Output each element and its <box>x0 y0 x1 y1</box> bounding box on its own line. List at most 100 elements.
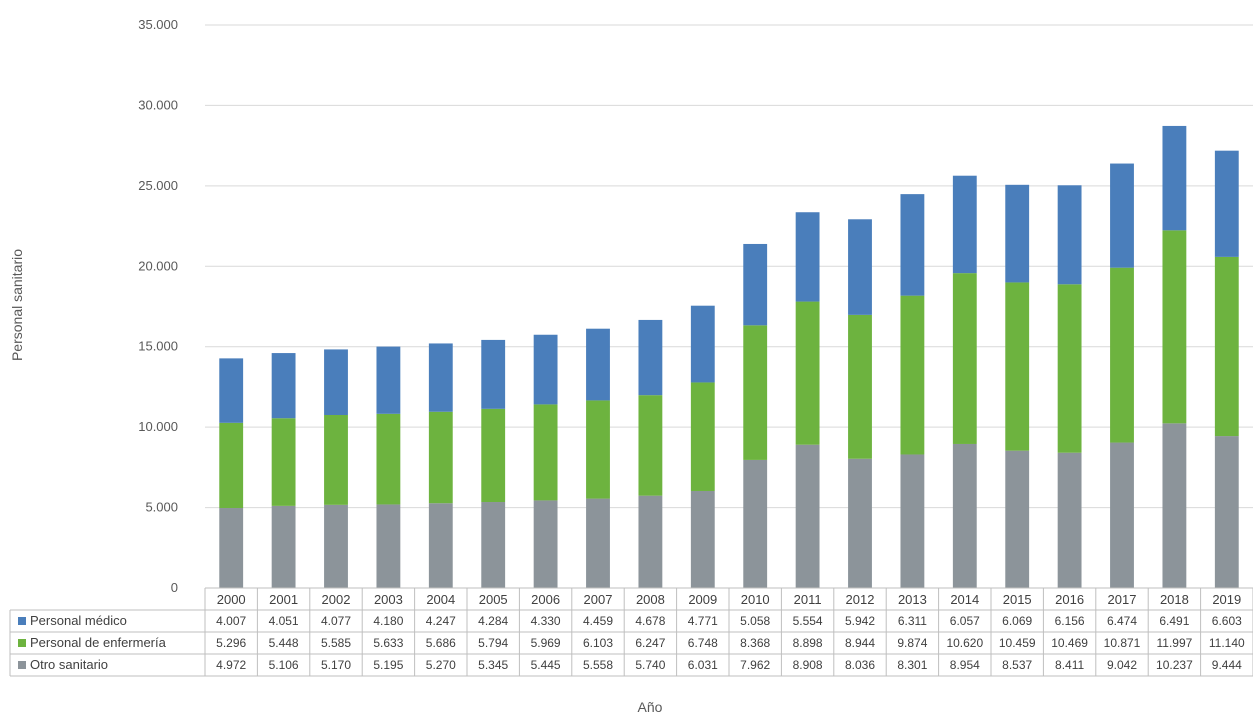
y-tick-label: 30.000 <box>138 97 178 112</box>
x-tick-label: 2000 <box>217 592 246 607</box>
bar-segment <box>533 404 558 501</box>
data-label: 5.448 <box>269 636 299 650</box>
bar-segment <box>219 358 244 423</box>
bar-segment <box>1162 125 1187 231</box>
bar-segment <box>1214 256 1239 437</box>
bar-segment <box>1057 185 1082 285</box>
data-label: 6.748 <box>688 636 718 650</box>
bar-segment <box>690 382 715 491</box>
data-label: 8.301 <box>897 658 927 672</box>
bar-segment <box>271 353 296 419</box>
x-tick-label: 2009 <box>688 592 717 607</box>
legend-label: Otro sanitario <box>30 657 108 672</box>
bar-segment <box>848 458 872 588</box>
data-label: 5.740 <box>635 658 665 672</box>
bar-segment <box>428 343 453 412</box>
bar-segment <box>324 504 348 588</box>
bar-segment <box>533 334 558 405</box>
legend-key <box>18 617 26 625</box>
bar-segment <box>481 339 506 409</box>
x-tick-label: 2007 <box>584 592 613 607</box>
data-label: 5.106 <box>269 658 299 672</box>
bar-segment <box>795 212 820 302</box>
y-tick-label: 15.000 <box>138 339 178 354</box>
bar-segment <box>638 319 663 396</box>
data-label: 4.247 <box>426 614 456 628</box>
bar-segment <box>1110 442 1134 588</box>
data-label: 5.633 <box>373 636 403 650</box>
data-label: 11.140 <box>1209 636 1245 650</box>
data-label: 5.794 <box>478 636 508 650</box>
y-axis-tick-labels: 0 5.000 10.000 15.000 20.000 25.000 30.000 35.0… <box>138 17 178 595</box>
y-tick-label: 35.000 <box>138 17 178 32</box>
bar-segment <box>219 422 244 509</box>
bar-segment <box>1110 163 1134 268</box>
data-label: 5.969 <box>531 636 561 650</box>
x-tick-label: 2012 <box>846 592 875 607</box>
data-label: 5.058 <box>740 614 770 628</box>
x-tick-label: 2018 <box>1160 592 1189 607</box>
data-label: 10.620 <box>946 636 983 650</box>
bar-segment <box>1214 150 1239 257</box>
data-label: 10.237 <box>1156 658 1193 672</box>
data-label: 4.051 <box>269 614 299 628</box>
legend-label: Personal de enfermería <box>30 635 167 650</box>
x-tick-label: 2008 <box>636 592 665 607</box>
data-label: 10.469 <box>1051 636 1088 650</box>
legend-label: Personal médico <box>30 613 127 628</box>
y-tick-label: 5.000 <box>145 500 178 515</box>
bar-segment <box>428 503 453 588</box>
x-tick-label: 2005 <box>479 592 508 607</box>
data-label: 5.554 <box>793 614 823 628</box>
data-label: 5.296 <box>216 636 246 650</box>
bar-segment <box>952 273 977 444</box>
bar-segment <box>1214 436 1239 588</box>
data-label: 4.007 <box>216 614 246 628</box>
bar-segment <box>586 328 610 401</box>
data-label: 4.330 <box>531 614 561 628</box>
data-label: 4.180 <box>373 614 403 628</box>
bar-segment <box>1057 284 1082 453</box>
bar-segment <box>376 413 401 505</box>
data-label: 6.103 <box>583 636 613 650</box>
bar-segment <box>1057 452 1082 588</box>
bar-segment <box>848 314 872 459</box>
data-label: 4.284 <box>478 614 508 628</box>
bar-segment <box>271 418 296 506</box>
data-label: 9.444 <box>1212 658 1242 672</box>
data-label: 8.537 <box>1002 658 1032 672</box>
data-label: 6.491 <box>1159 614 1189 628</box>
bar-segment <box>952 443 977 588</box>
bar-segment <box>586 498 610 588</box>
bar-segment <box>900 194 925 296</box>
data-label: 6.474 <box>1107 614 1137 628</box>
data-label: 5.195 <box>373 658 403 672</box>
data-label: 5.585 <box>321 636 351 650</box>
data-label: 10.871 <box>1104 636 1141 650</box>
x-tick-label: 2011 <box>794 592 822 607</box>
data-label: 8.954 <box>950 658 980 672</box>
bar-segment <box>1162 230 1187 424</box>
x-tick-label: 2002 <box>322 592 351 607</box>
bar-segment <box>376 346 401 414</box>
data-label: 9.874 <box>897 636 927 650</box>
data-label: 4.077 <box>321 614 351 628</box>
legend-key <box>18 639 26 647</box>
y-tick-label: 25.000 <box>138 178 178 193</box>
data-label: 7.962 <box>740 658 770 672</box>
data-label: 5.170 <box>321 658 351 672</box>
data-label: 4.678 <box>635 614 665 628</box>
y-tick-label: 10.000 <box>138 419 178 434</box>
data-table: 2000 2001 2002 2003 2004 2005 2006 2007 2008 2009… <box>9 587 1253 677</box>
bar-segment <box>481 408 506 503</box>
bar-segment <box>376 504 401 588</box>
bar-segment <box>533 500 558 588</box>
x-tick-label: 2010 <box>741 592 770 607</box>
x-tick-label: 2016 <box>1055 592 1084 607</box>
bar-segment <box>848 219 872 315</box>
bar-segment <box>324 414 348 505</box>
data-label: 5.445 <box>531 658 561 672</box>
bar-segment <box>952 175 977 274</box>
bar-segment <box>1005 184 1030 283</box>
